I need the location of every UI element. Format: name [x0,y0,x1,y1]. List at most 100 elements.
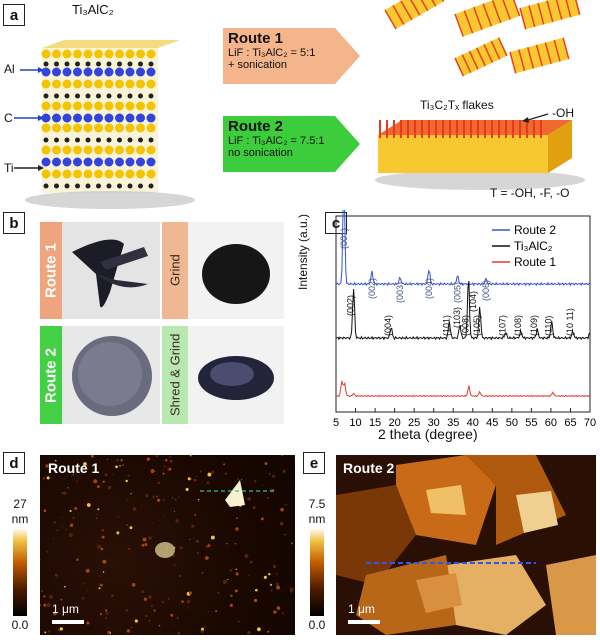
c-atom [43,137,49,143]
al-atom [94,113,103,123]
panel-d-label: d [3,452,25,474]
c-atom [43,183,49,189]
ti3alc2-crystal [25,40,195,209]
afm-route1-image [39,454,296,635]
c-atom [96,137,101,143]
c-atom [106,183,112,189]
afm1-colorbar [13,528,27,616]
ti-atom [104,101,114,111]
ti-atom [73,49,82,59]
panel-b-label: b [3,212,25,234]
xrd-tick-label: 70 [584,417,596,429]
al-label: Al [4,62,15,76]
al-atom [52,113,61,123]
b-shred-label: Shred & Grind [167,333,183,417]
xrd-tick-label: 5 [333,417,339,429]
flake-block [509,37,570,74]
ti-atom [125,145,135,155]
xrd-tick-label: 65 [564,417,576,429]
c-atom [64,61,70,67]
afm2-scale-bar [348,620,380,624]
c-atom [117,183,122,189]
flake-block [519,0,581,30]
route1-arrow [223,28,360,84]
c-atom [148,61,154,67]
al-atom [125,67,135,77]
al-atom [52,157,61,167]
ti-atom [136,123,145,133]
al-atom [115,67,124,77]
al-atom [136,113,145,123]
al-atom [94,157,103,167]
xrd-xlabel: 2 theta (degree) [378,426,478,442]
xrd-ylabel: Intensity (a.u.) [296,213,310,290]
c-atom [96,183,101,189]
xrd-tick-label: 25 [408,417,420,429]
ti-atom [41,101,51,111]
ti-atom [136,79,145,89]
ti-atom [52,145,61,155]
xrd-peak-label: (002) [367,278,377,299]
c-atom [85,183,91,189]
c-atom [96,61,101,67]
xrd-tick-label: 15 [369,417,381,429]
c-atom [43,93,49,99]
route1-flakes [384,0,581,77]
xrd-peak-label: (103) [452,307,462,328]
b-route2-label: Route 2 [42,347,60,403]
ti-atom [52,123,61,133]
al-atom [83,67,93,77]
b-shred-strip [162,326,188,424]
ti-atom [41,169,51,179]
ti-atom [94,49,103,59]
flake-block [454,37,508,77]
c-atom [127,61,133,67]
xrd-peak-label: (004) [424,278,434,299]
al-atom [104,157,114,167]
c-label: C [4,111,13,125]
ti-atom [146,49,156,59]
ti-atom [104,123,114,133]
xrd-series-2 [335,380,591,398]
al-atom [73,67,82,77]
afm2-colorbar [310,528,324,616]
panel-a-illustration [14,0,585,209]
b-route2-strip [40,326,62,424]
c-atom [138,137,143,143]
xrd-series-1 [335,280,591,341]
ti-atom [94,145,103,155]
c-atom [138,183,143,189]
ti-atom [73,123,82,133]
xrd-tick-label: 45 [486,417,498,429]
panel-a-label: a [3,4,25,26]
b-route1-film-photo [62,222,160,319]
ti-atom [115,169,124,179]
c-atom [138,93,143,99]
ti-atom [83,101,93,111]
al-atom [146,113,156,123]
c-atom [75,93,80,99]
c-atom [148,137,154,143]
al-atom [41,157,51,167]
ti-atom [52,79,61,89]
c-atom [127,183,133,189]
route2-arrow [223,116,360,172]
c-atom [106,93,112,99]
ti-atom [104,79,114,89]
c-atom [64,93,70,99]
ti-atom [136,101,145,111]
afm-route2-title: Route 2 [343,460,395,476]
route1-title: Route 1 [228,30,284,47]
ti-atom [41,49,51,59]
xrd-peak-label: (108) [513,315,523,336]
ti-atom [136,145,145,155]
ti-atom [136,169,145,179]
route2-condition: no sonication [228,147,293,159]
ti-atom [94,169,103,179]
al-atom [83,157,93,167]
route1-text: Route 1 LiF : Ti₃AlC₂ = 5:1 + sonication [228,30,315,71]
c-atom [75,183,80,189]
ti-atom [104,145,114,155]
c-atom [64,137,70,143]
c-atom [138,61,143,67]
